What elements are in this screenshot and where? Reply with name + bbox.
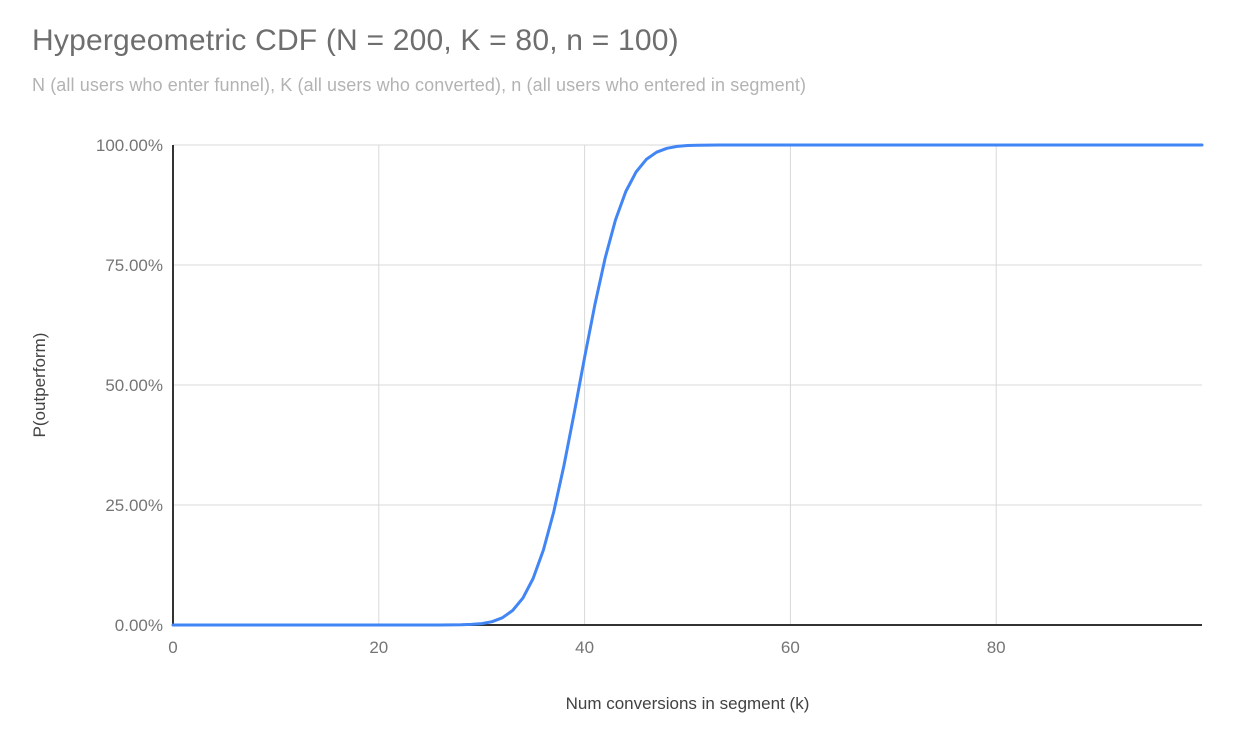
- x-tick-label: 40: [575, 638, 595, 657]
- y-tick-label: 0.00%: [114, 616, 163, 635]
- x-tick-label: 60: [780, 638, 800, 657]
- y-tick-label: 100.00%: [95, 136, 163, 155]
- chart-subtitle: N (all users who enter funnel), K (all u…: [32, 75, 807, 95]
- cdf-curve: [171, 143, 1204, 627]
- x-axis-title: Num conversions in segment (k): [565, 694, 810, 713]
- y-tick-label: 50.00%: [105, 376, 163, 395]
- y-axis-title: P(outperform): [30, 332, 49, 438]
- y-tick-label: 25.00%: [105, 496, 163, 515]
- x-tick-label: 20: [369, 638, 389, 657]
- x-tick-label: 80: [986, 638, 1006, 657]
- y-tick-label: 75.00%: [105, 256, 163, 275]
- plot-svg: [171, 143, 1204, 627]
- plot-area: [171, 143, 1204, 627]
- chart-title: Hypergeometric CDF (N = 200, K = 80, n =…: [32, 24, 679, 57]
- x-tick-label: 0: [168, 638, 178, 657]
